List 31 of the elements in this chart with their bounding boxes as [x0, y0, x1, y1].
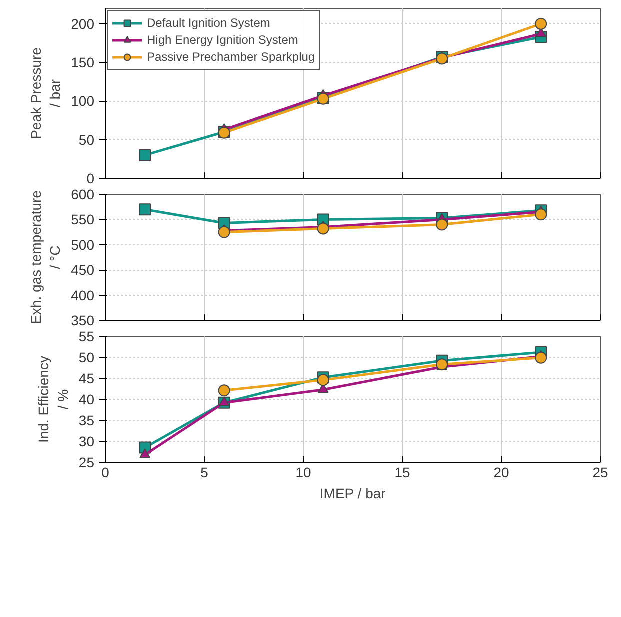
legend-label: Passive Prechamber Sparkplug: [147, 49, 316, 65]
y-tick-label: 150: [71, 54, 95, 71]
x-axis-title: IMEP / bar: [320, 486, 386, 502]
y-tick-label: 550: [71, 212, 95, 228]
y-tick-label: 450: [71, 262, 95, 278]
y-tick-label: 500: [71, 236, 95, 253]
y-axis-title: Exh. gas temperature / °C: [28, 190, 64, 324]
legend-label: High Energy Ignition System: [147, 32, 298, 48]
y-tick-label: 50: [78, 350, 95, 366]
y-tick-label: 0: [86, 170, 95, 186]
x-tick-label: 25: [592, 464, 608, 480]
x-tick-label: 10: [296, 464, 312, 480]
x-tick-label: 0: [102, 464, 110, 480]
y-tick-label: 400: [71, 287, 95, 304]
y-tick-label: 30: [78, 434, 95, 450]
x-tick-label: 20: [494, 464, 510, 480]
y-tick-label: 350: [71, 312, 95, 328]
y-tick-label: 100: [71, 93, 95, 110]
y-tick-label: 40: [78, 392, 95, 408]
y-tick-label: 35: [78, 412, 95, 428]
y-tick-label: 55: [78, 328, 95, 344]
x-tick-label: 15: [394, 464, 410, 480]
y-tick-label: 600: [71, 186, 95, 202]
y-tick-label: 45: [78, 370, 95, 386]
y-axis-title: Ind. Efficiency / %: [36, 356, 71, 443]
y-tick-label: 25: [78, 454, 95, 470]
legend-label: Default Ignition System: [147, 15, 270, 31]
y-axis-title: Peak Pressure / bar: [28, 47, 64, 140]
x-tick-label: 5: [200, 464, 209, 480]
y-tick-label: 200: [71, 16, 95, 32]
y-tick-label: 50: [78, 132, 95, 148]
